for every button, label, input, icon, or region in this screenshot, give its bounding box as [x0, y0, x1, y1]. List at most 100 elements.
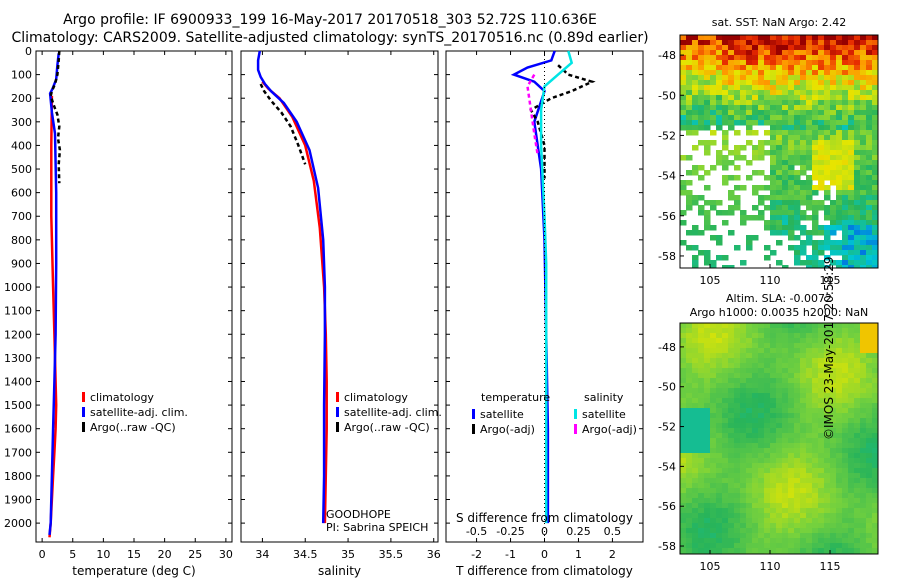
sla_map-cell [692, 518, 699, 524]
sst_map-cell [782, 195, 789, 201]
sla_map-cell [692, 428, 699, 434]
sst_map-cell [800, 65, 807, 71]
sla_map-cell [854, 343, 861, 349]
sla_map-cell [770, 348, 777, 354]
sla_map-cell [704, 463, 711, 469]
sla_map-cell [722, 403, 729, 409]
sst_map-cell [818, 35, 825, 41]
sst_map-cell [818, 95, 825, 101]
sst_map-cell [698, 65, 705, 71]
sst_map-cell [836, 190, 843, 196]
sla_map-cell [728, 508, 735, 514]
sla_map-cell [836, 443, 843, 449]
sla_map-cell [716, 528, 723, 534]
sst_map-cell [752, 205, 759, 211]
sla_map-cell [872, 378, 878, 384]
sst_map-cell [788, 165, 795, 171]
sst_map-cell [872, 40, 878, 46]
sst_map-cell [728, 50, 735, 56]
sst_map-cell [824, 80, 831, 86]
sla_map-cell [824, 413, 831, 419]
sla_map-cell [758, 393, 765, 399]
sla_map-cell [836, 518, 843, 524]
sla_map-cell [704, 473, 711, 479]
sst_map-cell [704, 150, 711, 156]
sst_map-cell [758, 140, 765, 146]
sla_map-cell [770, 423, 777, 429]
sst_map-cell [776, 85, 783, 91]
sla_map-cell [794, 493, 801, 499]
sla_map-cell [776, 463, 783, 469]
sla_map-cell [854, 498, 861, 504]
sst_map-cell [788, 135, 795, 141]
sst_map-cell [848, 210, 855, 216]
sla_map-cell [842, 398, 849, 404]
sla_map-cell [680, 438, 687, 444]
sla_map-cell [710, 528, 717, 534]
sla_map-cell [686, 443, 693, 449]
sst_map-cell [734, 45, 741, 51]
sla_map-cell [788, 488, 795, 494]
sst_map-cell [872, 250, 878, 256]
sla_map-cell [686, 488, 693, 494]
sla_map-cell [824, 473, 831, 479]
sla_map-cell [788, 523, 795, 529]
sla_map-cell [734, 448, 741, 454]
sst_map-cell [866, 45, 873, 51]
sla_map-cell [788, 513, 795, 519]
sla_map-cell [752, 333, 759, 339]
sla_map-cell [854, 543, 861, 549]
sla_map-cell [860, 408, 867, 414]
sla_map-cell [812, 323, 819, 329]
sla_map-cell [776, 403, 783, 409]
sla_map-cell [824, 428, 831, 434]
sst_map-cell [680, 35, 687, 41]
sst_map-cell [782, 35, 789, 41]
sla_map-cell [764, 508, 771, 514]
sla_map-cell [710, 363, 717, 369]
sst_map-ytick-label: -50 [658, 89, 676, 102]
sst_map-cell [710, 100, 717, 106]
sst_map-cell [794, 260, 801, 266]
sla_map-cell [860, 453, 867, 459]
sla_map-cell [686, 383, 693, 389]
sst_map-cell [686, 75, 693, 81]
sst_map-cell [818, 265, 825, 268]
sla_map-cell [710, 393, 717, 399]
sst_map-cell [872, 55, 878, 61]
sst_map-cell [800, 160, 807, 166]
sla_map-cell [866, 463, 873, 469]
sla_map-cell [872, 408, 878, 414]
sst_map-cell [776, 165, 783, 171]
sst_map-cell [704, 90, 711, 96]
sst_map-cell [800, 155, 807, 161]
sla_map-cell [800, 438, 807, 444]
sst_map-cell [752, 85, 759, 91]
sla_map-cell [830, 333, 837, 339]
sla_map-cell [722, 543, 729, 549]
sla_map-cell [776, 408, 783, 414]
sst_map-cell [872, 215, 878, 221]
salinity-diff-tick-label: 0 [541, 525, 548, 538]
sla_map-cell [698, 548, 705, 554]
sla_map-cell [692, 513, 699, 519]
sst_map-cell [770, 175, 777, 181]
sst_map-cell [704, 120, 711, 126]
sla_map-cell [770, 463, 777, 469]
sst_map-cell [686, 50, 693, 56]
sst_map-cell [680, 70, 687, 76]
sla_map-cell [728, 488, 735, 494]
sla_map-cell [824, 348, 831, 354]
sst_map-cell [758, 150, 765, 156]
sst_map-cell [800, 50, 807, 56]
sla_map-cell [758, 453, 765, 459]
sst_map-cell [686, 85, 693, 91]
sst_map-cell [824, 145, 831, 151]
sst_map-cell [710, 200, 717, 206]
sla_map-cell [764, 438, 771, 444]
sla_map-cell [692, 473, 699, 479]
sla_map-ytick-label: -50 [658, 381, 676, 394]
sst_map-cell [824, 85, 831, 91]
sla_map-cell [800, 433, 807, 439]
sla_map-cell [692, 508, 699, 514]
